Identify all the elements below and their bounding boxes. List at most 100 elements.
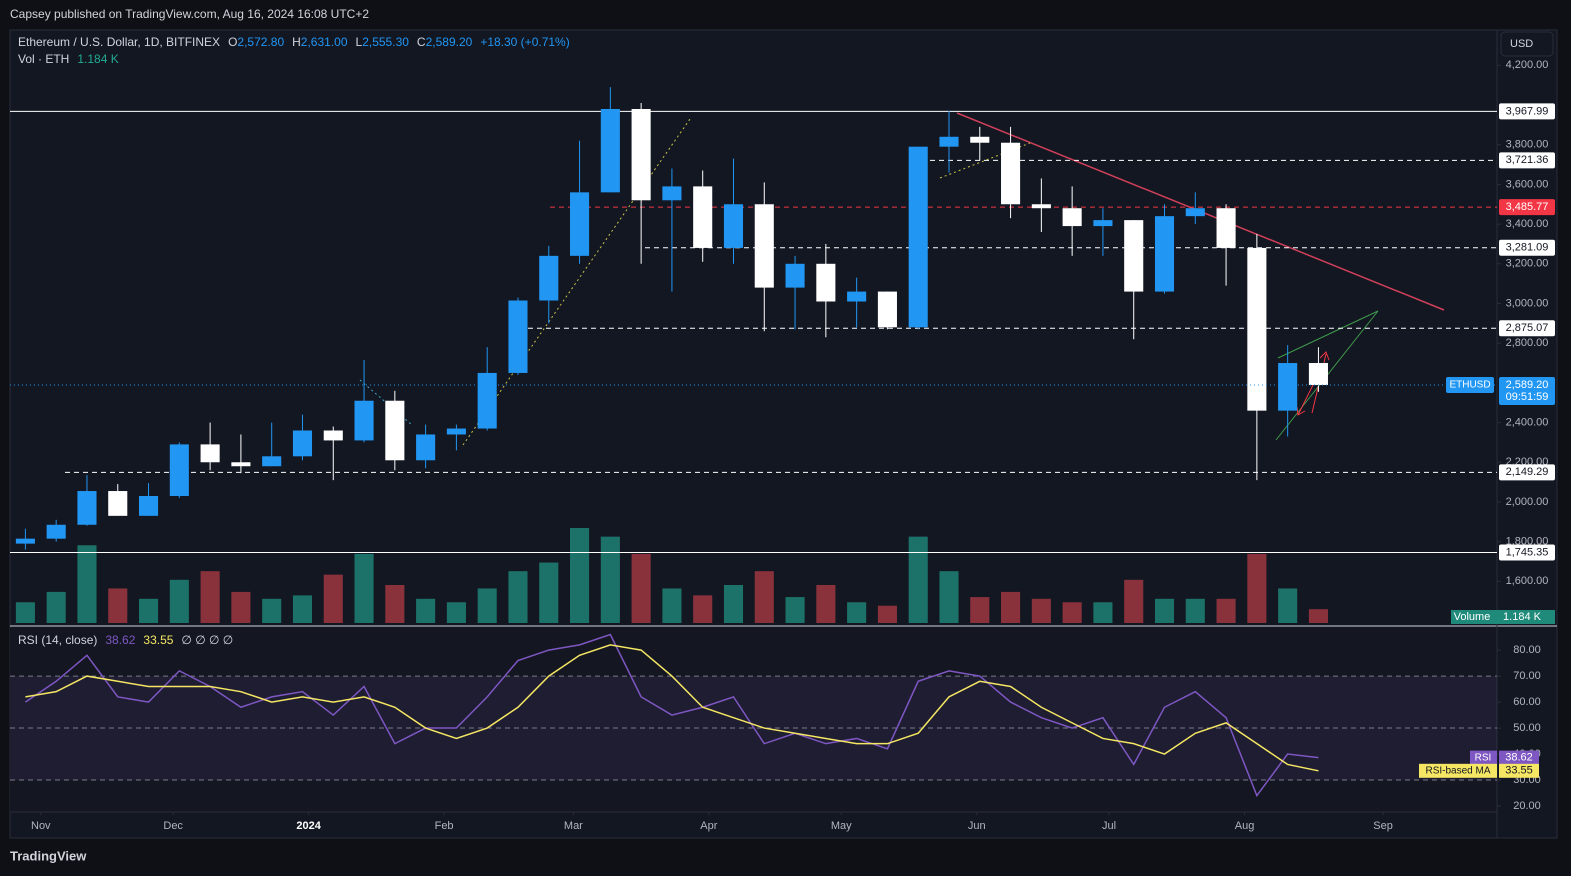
candle-body — [1278, 363, 1298, 411]
volume-bar — [816, 585, 836, 623]
level-tag — [1499, 544, 1555, 561]
volume-bar — [15, 602, 35, 623]
candle-body — [15, 538, 35, 544]
volume-bar — [1247, 553, 1267, 623]
rsi-tag-bg — [1419, 763, 1497, 778]
x-tick-label: Jun — [968, 820, 986, 832]
rsi-tick-label: 60.00 — [1513, 696, 1541, 708]
volume-bar — [1062, 602, 1082, 623]
y-tick-label: 2,000.00 — [1506, 496, 1549, 508]
rsi-legend-value: 33.55 — [143, 633, 173, 647]
rsi-title: RSI (14, close) — [18, 633, 97, 647]
x-tick-label: Nov — [31, 820, 51, 832]
volume-bar — [631, 553, 651, 623]
candle-body — [1308, 363, 1328, 386]
volume-bar — [1093, 602, 1113, 623]
candle-body — [477, 372, 497, 429]
volume-bar — [477, 588, 497, 623]
volume-title: Vol · ETH — [18, 52, 69, 66]
x-tick-label: Feb — [435, 820, 454, 832]
candle-body — [539, 255, 559, 301]
y-tick-label: 3,200.00 — [1506, 258, 1549, 270]
volume-bar — [1124, 579, 1144, 623]
candle-body — [600, 108, 620, 193]
candle-body — [1093, 220, 1113, 227]
rsi-pane — [10, 628, 1497, 812]
candle-body — [1124, 220, 1144, 292]
level-tag — [1499, 464, 1555, 481]
rsi-value-bg — [1499, 763, 1539, 778]
change: +18.30 (+0.71%) — [480, 35, 569, 49]
volume-bar — [77, 545, 97, 623]
volume-bar — [908, 536, 928, 623]
candle-body — [723, 204, 744, 248]
volume-bar — [570, 528, 590, 623]
candle-body — [693, 186, 713, 248]
x-tick-label: Sep — [1373, 820, 1393, 832]
y-tick-label: 3,400.00 — [1506, 218, 1549, 230]
candle-body — [77, 491, 97, 525]
y-tick-label: 3,600.00 — [1506, 178, 1549, 190]
candle-body — [785, 263, 805, 288]
rsi-line — [25, 644, 1319, 772]
volume-bar — [138, 598, 159, 623]
volume-bar — [292, 595, 313, 623]
candle-body — [138, 495, 159, 516]
rsi-tick-label: 20.00 — [1513, 800, 1541, 812]
volume-bar — [1154, 598, 1175, 623]
x-tick-label: Apr — [700, 820, 717, 832]
ohlc-key: O — [228, 35, 237, 49]
currency[interactable]: USD — [1510, 38, 1533, 50]
volume-bar — [1185, 598, 1205, 623]
rsi-value: 38.62 — [1505, 752, 1533, 764]
legend: Ethereum / U.S. Dollar, 1D, BITFINEX O2,5… — [18, 35, 570, 49]
candle-body — [970, 136, 990, 143]
level-tag — [1499, 239, 1555, 256]
volume-bar — [785, 597, 805, 623]
ohlc-key: C — [417, 35, 426, 49]
candle-body — [1216, 208, 1236, 248]
volume-bar — [970, 597, 990, 623]
volume-bar — [1278, 588, 1298, 623]
level-label: 3,281.09 — [1506, 242, 1549, 254]
y-tick-label: 4,200.00 — [1506, 59, 1549, 71]
candle-body — [877, 291, 897, 328]
candle-body — [908, 146, 928, 328]
volume-bar — [231, 591, 251, 623]
wedge-line — [1277, 310, 1379, 359]
candle-body — [847, 291, 867, 302]
volume-bar — [200, 571, 220, 623]
ohlc-value: 2,555.30 — [362, 35, 409, 49]
candle-body — [292, 430, 313, 457]
ohlc-key: H — [292, 35, 301, 49]
volume-bar — [693, 595, 713, 623]
dotted-trend — [359, 379, 413, 426]
volume-bar — [108, 588, 128, 623]
candle-body — [354, 400, 374, 441]
candle-body — [200, 444, 220, 463]
level-tag — [1499, 320, 1555, 337]
level-tag — [1499, 199, 1555, 216]
volume-bar — [877, 605, 897, 623]
rsi-legend: RSI (14, close) 38.62 33.55 ∅ ∅ ∅ ∅ — [18, 633, 233, 647]
dotted-trend — [462, 118, 691, 446]
candle-body — [108, 491, 128, 516]
x-tick-label: Aug — [1235, 820, 1255, 832]
currency-button[interactable] — [1500, 31, 1554, 57]
volume-bar — [416, 598, 436, 623]
level-tag — [1499, 103, 1555, 120]
ohlc-value: 2,631.00 — [301, 35, 348, 49]
y-tick-label: 2,800.00 — [1506, 337, 1549, 349]
volume-tag-value: 1.184 K — [1503, 611, 1542, 623]
volume-bar — [1308, 609, 1328, 623]
volume-value: 1.184 K — [77, 52, 118, 66]
candle-body — [939, 136, 959, 147]
candle-body — [662, 186, 682, 201]
rsi-tag-bg — [1470, 750, 1497, 765]
level-label: 3,967.99 — [1506, 105, 1549, 117]
symbol-tag-bg — [1446, 377, 1494, 394]
candle-body — [631, 108, 651, 201]
level-label: 3,721.36 — [1506, 154, 1549, 166]
level-label: 2,149.29 — [1506, 466, 1549, 478]
